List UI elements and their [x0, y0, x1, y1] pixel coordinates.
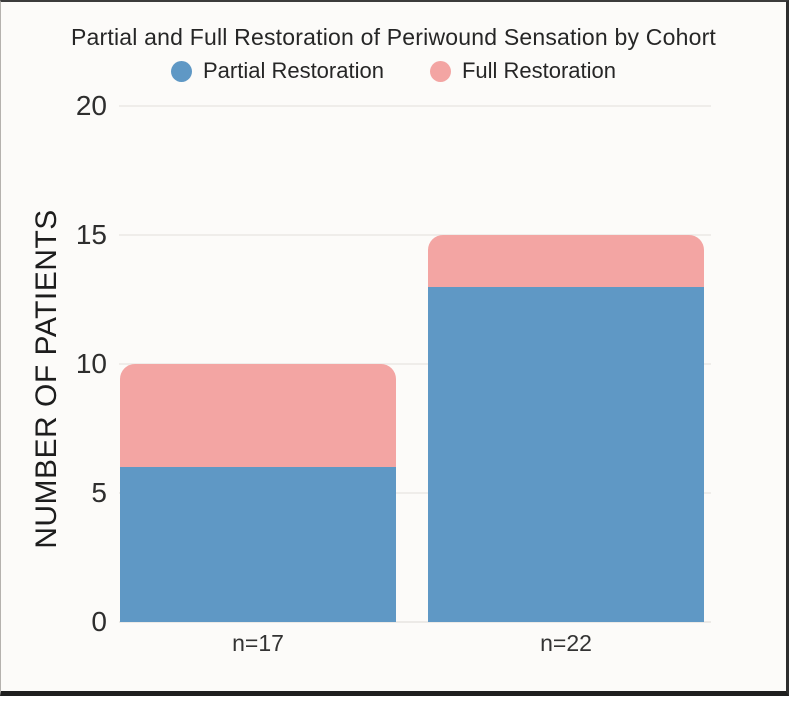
- y-tick-10: 10: [75, 348, 107, 379]
- y-axis-title: NUMBER OF PATIENTS: [30, 209, 63, 549]
- gridline-20: [119, 105, 711, 107]
- y-tick-15: 15: [75, 219, 107, 250]
- bar-n22-partial-segment: [428, 287, 704, 622]
- bar-cohort-n17: [120, 364, 396, 622]
- y-tick-5: 5: [91, 477, 107, 508]
- x-tick-n22: n=22: [540, 630, 592, 656]
- chart-title: Partial and Full Restoration of Periwoun…: [70, 24, 717, 50]
- gridline-5: [119, 492, 711, 494]
- bar-cohort-n22: [428, 235, 704, 622]
- bar-n17-full-segment: [120, 364, 396, 467]
- bar-n22-full-segment: [428, 235, 704, 287]
- full-restoration-swatch-icon: [429, 60, 451, 82]
- y-tick-20: 20: [75, 90, 107, 121]
- bar-n17-partial-segment: [120, 467, 396, 622]
- gridline-15: [119, 234, 711, 236]
- legend-label-partial: Partial Restoration: [202, 58, 384, 83]
- gridline-baseline: [119, 621, 711, 623]
- legend-item-partial: Partial Restoration: [170, 58, 384, 84]
- legend-item-full: Full Restoration: [429, 58, 617, 84]
- y-tick-0: 0: [91, 606, 107, 637]
- x-tick-n17: n=17: [232, 630, 284, 656]
- partial-restoration-swatch-icon: [170, 60, 192, 82]
- legend-label-full: Full Restoration: [461, 58, 617, 83]
- legend: Partial Restoration Full Restoration: [1, 58, 786, 84]
- gridline-10: [119, 363, 711, 365]
